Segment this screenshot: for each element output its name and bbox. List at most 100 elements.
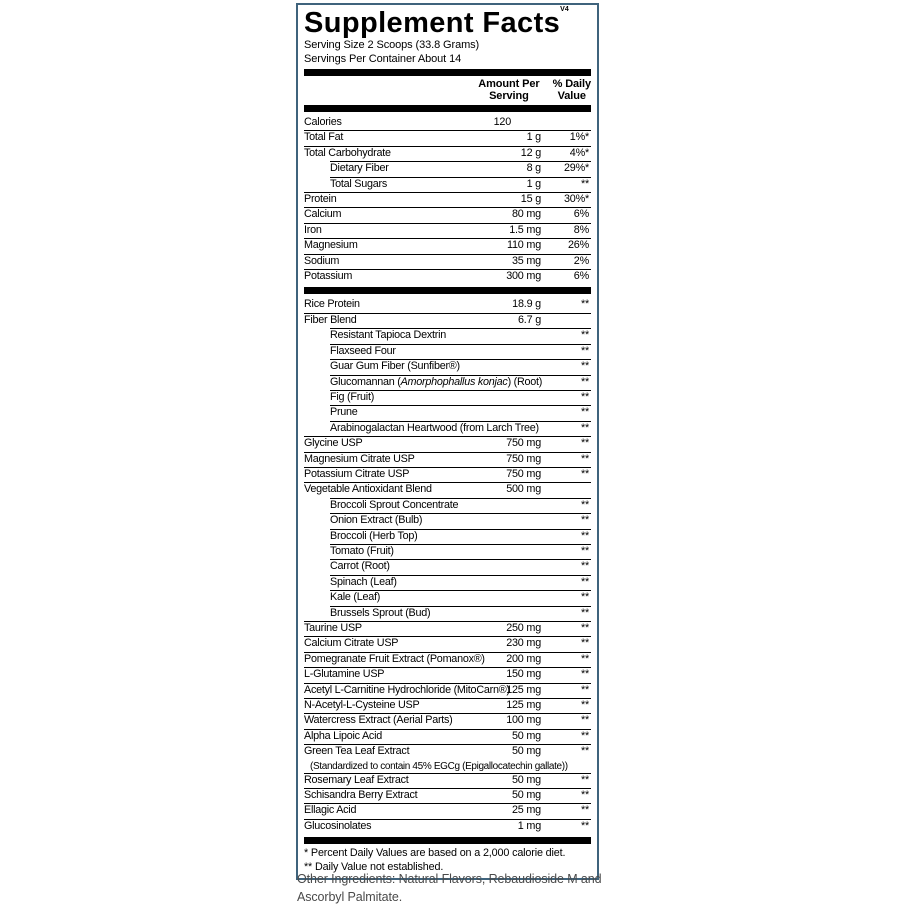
nutrient-row: Iron 1.5 mg 8% [304,222,591,238]
nutrient-row: Rice Protein 18.9 g ** [304,297,591,312]
nutrient-name: Spinach (Leaf) [330,575,397,588]
nutrient-row: Broccoli (Herb Top) ** [304,528,591,544]
nutrient-name: Schisandra Berry Extract [304,789,418,802]
nutrient-name: Potassium [304,270,353,283]
nutrient-daily-value: ** [580,606,589,619]
nutrient-row: Glycine USP 750 mg ** [304,436,591,451]
nutrient-name: Resistant Tapioca Dextrin [330,329,446,342]
nutrient-row: Resistant Tapioca Dextrin ** [304,328,591,343]
nutrient-amount: 100 mg [506,714,541,727]
nutrient-name: Protein [304,193,337,206]
nutrient-daily-value: ** [580,591,589,604]
nutrient-standardization-note: (Standardized to contain 45% EGCg (Epiga… [310,760,568,772]
nutrient-row: Fiber Blend 6.7 g [304,312,591,328]
nutrient-amount: 1 g [526,131,542,144]
nutrient-row: Total Sugars 1 g ** [304,176,591,192]
nutrient-amount: 35 mg [511,254,541,267]
nutrient-name: Kale (Leaf) [330,591,381,604]
nutrient-amount: 25 mg [511,804,541,817]
facts-table: Calories 120 Total Fat 1 g 1%* Total Carbohyd… [304,115,591,845]
servings-per-container-text: Servings Per Container About 14 [304,52,462,65]
nutrient-amount: 250 mg [506,622,541,634]
panel-title: Supplement Facts [304,7,561,39]
nutrient-daily-value: ** [580,714,589,727]
nutrient-name: Sodium [304,254,340,267]
nutrient-row: Total Carbohydrate 12 g 4%* [304,145,591,161]
nutrient-name: Total Carbohydrate [304,146,391,159]
nutrient-amount: 50 mg [511,789,541,802]
nutrient-amount: 50 mg [511,745,541,758]
nutrient-name: Carrot (Root) [330,560,390,573]
nutrient-amount: 750 mg [506,437,541,450]
nutrient-name: Dietary Fiber [330,162,389,175]
nutrient-name: L-Glutamine USP [304,668,385,681]
nutrient-name: Tomato (Fruit) [330,544,394,557]
nutrient-daily-value: ** [580,467,589,480]
nutrient-row: Potassium 300 mg 6% [304,269,591,284]
other-ingredients-text: Other Ingredients: Natural Flavors, Reba… [297,872,602,904]
nutrient-name: Ellagic Acid [304,804,357,817]
nutrient-amount: 125 mg [506,683,541,696]
nutrient-daily-value: 29%* [563,162,589,175]
section-divider-bar [304,287,591,295]
nutrient-daily-value: ** [580,622,589,634]
nutrient-row: Green Tea Leaf Extract 50 mg ** (Standardiz… [304,744,591,772]
nutrient-daily-value: 6% [573,208,589,221]
nutrient-amount: 1 mg [517,819,541,832]
nutrient-row: Sodium 35 mg 2% [304,253,591,269]
footnote-dv-not-established: ** Daily Value not established. [304,860,444,873]
nutrient-row: Carrot (Root) ** [304,559,591,574]
nutrient-amount: 50 mg [511,773,541,786]
nutrient-daily-value: ** [580,344,589,357]
nutrient-name: Iron [304,223,322,236]
nutrient-daily-value: ** [580,699,589,712]
nutrient-name: Magnesium [304,239,358,252]
nutrient-row: Fig (Fruit) ** [304,389,591,405]
nutrient-daily-value: 26% [567,239,589,252]
nutrient-name: Green Tea Leaf Extract [304,745,410,758]
nutrient-daily-value: ** [580,773,589,786]
nutrient-row: Watercress Extract (Aerial Parts) 100 mg *… [304,713,591,728]
nutrient-name: Watercress Extract (Aerial Parts) [304,714,453,727]
nutrient-row: Brussels Sprout (Bud) ** [304,605,591,621]
nutrient-daily-value: ** [580,789,589,802]
nutrient-amount: 125 mg [506,699,541,712]
nutrient-daily-value: ** [580,421,589,434]
divider-bar-top [304,69,591,76]
nutrient-amount: 150 mg [506,668,541,681]
nutrient-row: Ellagic Acid 25 mg ** [304,803,591,818]
amount-header-line2: Serving [489,89,529,102]
nutrient-row: Taurine USP 250 mg ** [304,621,591,636]
nutrient-name: Taurine USP [304,622,362,634]
nutrient-daily-value: ** [580,452,589,465]
nutrient-daily-value: ** [580,668,589,681]
nutrient-daily-value: ** [580,360,589,373]
nutrient-name: Flaxseed Four [330,344,396,357]
nutrient-row: Alpha Lipoic Acid 50 mg ** [304,728,591,744]
nutrient-name: Glucomannan (Amorphophallus konjac) (Roo… [330,375,543,388]
dv-header-line1: % Daily [552,78,592,90]
nutrient-row: Potassium Citrate USP 750 mg ** [304,466,591,482]
nutrient-daily-value: ** [580,177,589,190]
nutrient-row: Onion Extract (Bulb) ** [304,513,591,528]
nutrient-daily-value: ** [580,819,589,832]
nutrient-amount: 18.9 g [512,298,541,311]
nutrient-daily-value: ** [580,329,589,342]
nutrient-name: Potassium Citrate USP [304,467,410,480]
nutrient-daily-value: ** [580,529,589,542]
nutrient-name: Glucosinolates [304,819,372,832]
nutrient-amount: 12 g [520,146,541,159]
nutrient-name: Magnesium Citrate USP [304,452,415,465]
nutrient-row: N-Acetyl-L-Cysteine USP 125 mg ** [304,698,591,713]
section-divider-bar [304,837,591,845]
nutrient-daily-value: ** [580,745,589,758]
nutrient-row: Magnesium 110 mg 26% [304,238,591,253]
nutrient-row: Schisandra Berry Extract 50 mg ** [304,788,591,803]
nutrient-name: Fig (Fruit) [330,390,375,403]
nutrient-name: Rice Protein [304,298,360,311]
nutrient-row: Tomato (Fruit) ** [304,543,591,559]
nutrient-row: Prune ** [304,405,591,420]
nutrient-row: Vegetable Antioxidant Blend 500 mg [304,482,591,497]
nutrient-row: Pomegranate Fruit Extract (Pomanox®) 200 … [304,651,591,667]
nutrient-name: N-Acetyl-L-Cysteine USP [304,699,420,712]
